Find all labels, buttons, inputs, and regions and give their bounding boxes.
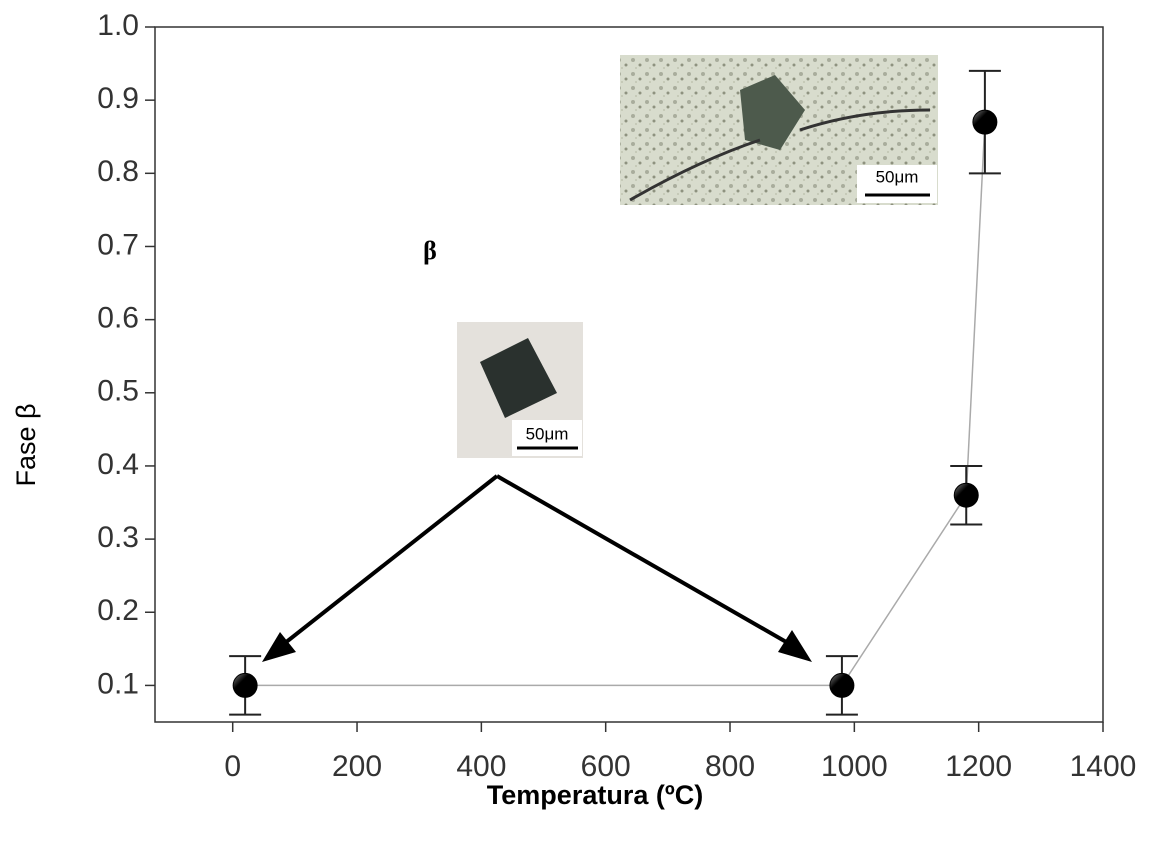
page: {"chart_data": {"type": "line", "xlabel"… xyxy=(0,0,1158,841)
x-tick-label: 1200 xyxy=(945,750,1012,783)
x-tick-label: 0 xyxy=(224,750,241,783)
data-point xyxy=(830,673,854,697)
series-line xyxy=(245,122,985,685)
x-axis-title: Temperatura (ºC) xyxy=(487,780,703,810)
x-tick-label: 600 xyxy=(581,750,631,783)
chart: 50μm 50μm β Temperatura (ºC) Fase β 0.1 0… xyxy=(0,0,1158,841)
y-axis-title: Fase β xyxy=(11,403,41,486)
data-point xyxy=(973,110,997,134)
y-tick-label: 0.7 xyxy=(97,228,139,261)
micrograph-inset: 50μm xyxy=(457,322,583,458)
x-tick-label: 800 xyxy=(705,750,755,783)
annotation: β xyxy=(423,236,437,265)
y-tick-label: 0.9 xyxy=(97,82,139,115)
data-point xyxy=(233,673,257,697)
scale-label: 50μm xyxy=(876,167,919,186)
y-tick-label: 1.0 xyxy=(97,9,139,42)
micrograph-inset: 50μm xyxy=(620,55,938,205)
x-tick-label: 200 xyxy=(332,750,382,783)
y-tick-label: 0.8 xyxy=(97,155,139,188)
scale-label: 50μm xyxy=(526,424,569,443)
y-tick-label: 0.3 xyxy=(97,521,139,554)
x-tick-label: 1000 xyxy=(821,750,888,783)
x-tick-label: 400 xyxy=(456,750,506,783)
y-tick-label: 0.2 xyxy=(97,594,139,627)
y-tick-label: 0.6 xyxy=(97,302,139,335)
y-tick-label: 0.4 xyxy=(97,448,139,481)
y-tick-label: 0.5 xyxy=(97,375,139,408)
arrow xyxy=(262,476,812,662)
x-tick-label: 1400 xyxy=(1070,750,1137,783)
data-point xyxy=(954,483,978,507)
y-tick-label: 0.1 xyxy=(97,667,139,700)
